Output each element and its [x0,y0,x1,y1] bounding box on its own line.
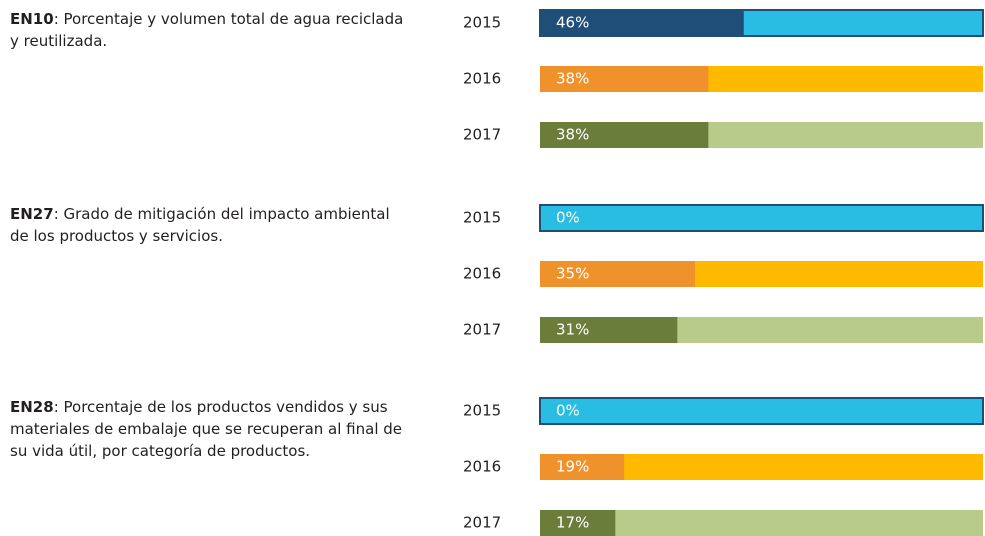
value-label: 0% [556,209,580,227]
bar [540,10,744,36]
year-label: 2017 [463,126,501,144]
year-label: 2016 [463,265,501,283]
year-label: 2017 [463,514,501,532]
bar [540,317,678,343]
value-label: 35% [556,265,589,283]
indicator-code: EN28 [10,398,54,416]
bar [540,122,709,148]
value-label: 38% [556,126,589,144]
bar-track [539,204,984,232]
bar [540,261,696,287]
year-label: 2015 [463,209,501,227]
year-label: 2015 [463,14,501,32]
bar [540,66,709,92]
description: EN10: Porcentaje y volumen total de agua… [10,8,405,52]
year-label: 2015 [463,402,501,420]
year-label: 2016 [463,70,501,88]
indicator-code: EN10 [10,10,54,28]
indicator-code: EN27 [10,205,54,223]
year-label: 2017 [463,321,501,339]
bar [540,454,625,480]
description: EN28: Porcentaje de los productos vendid… [10,396,405,462]
indicator-title: : Grado de mitigación del impacto ambien… [10,205,390,245]
value-label: 0% [556,402,580,420]
bar [540,510,616,536]
indicator-title: : Porcentaje de los productos vendidos y… [10,398,403,460]
description: EN27: Grado de mitigación del impacto am… [10,203,405,247]
indicator-title: : Porcentaje y volumen total de agua rec… [10,10,404,50]
year-label: 2016 [463,458,501,476]
value-label: 17% [556,514,589,532]
value-label: 38% [556,70,589,88]
bar-track [539,397,984,425]
value-label: 46% [556,14,589,32]
value-label: 31% [556,321,589,339]
value-label: 19% [556,458,589,476]
